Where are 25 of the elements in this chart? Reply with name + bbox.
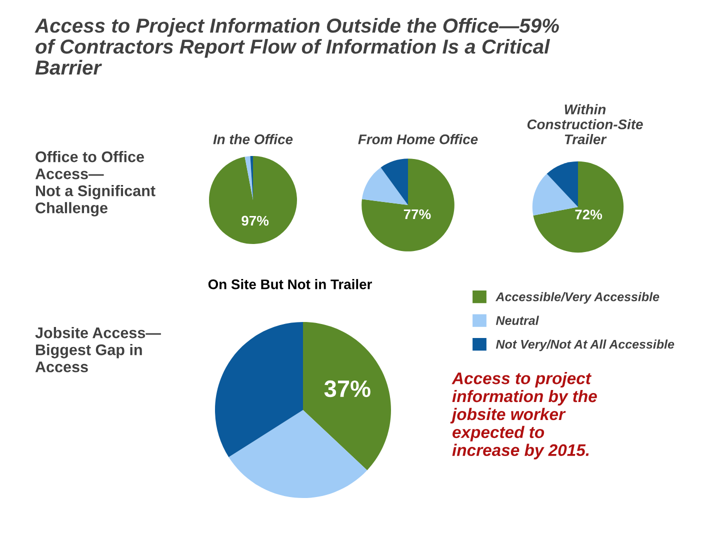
data-label: 77% [404, 209, 431, 220]
pie-slice [362, 158, 454, 252]
pie-slice [546, 161, 578, 207]
pie-slice [209, 156, 297, 244]
pie-slice [303, 322, 391, 470]
text: Jobsite Access— Biggest Gap in Access [35, 327, 161, 372]
text: Access to Project Information Outside the Office—59% of Contractors Report Flow of Information Is a Critical Barrier [34, 18, 559, 75]
data-label: 97% [242, 216, 269, 226]
pie-slice [362, 167, 408, 205]
text: Access to project information by the jobsite worker expected to increase by 2015. [450, 372, 597, 460]
pie-slice [533, 161, 624, 253]
pie-slice [215, 322, 303, 458]
legend-label: Neutral [496, 316, 540, 325]
chart-title: Within Construction-Site Trailer [527, 104, 643, 144]
pie-slice [228, 410, 368, 498]
legend-label: Accessible/Very Accessible [495, 292, 660, 304]
chart-title: In the Office [213, 134, 293, 144]
data-label: 37% [324, 380, 370, 398]
pie-slice [244, 156, 253, 200]
chart-title: On Site But Not in Trailer [208, 279, 372, 290]
pie-slice [380, 158, 408, 205]
data-label: 72% [575, 210, 602, 220]
text: Office to Office Access— Not a Significant Challenge [35, 151, 156, 216]
legend-label: Not Very/Not At All Accessible [496, 340, 674, 352]
chart-title: From Home Office [358, 134, 478, 144]
